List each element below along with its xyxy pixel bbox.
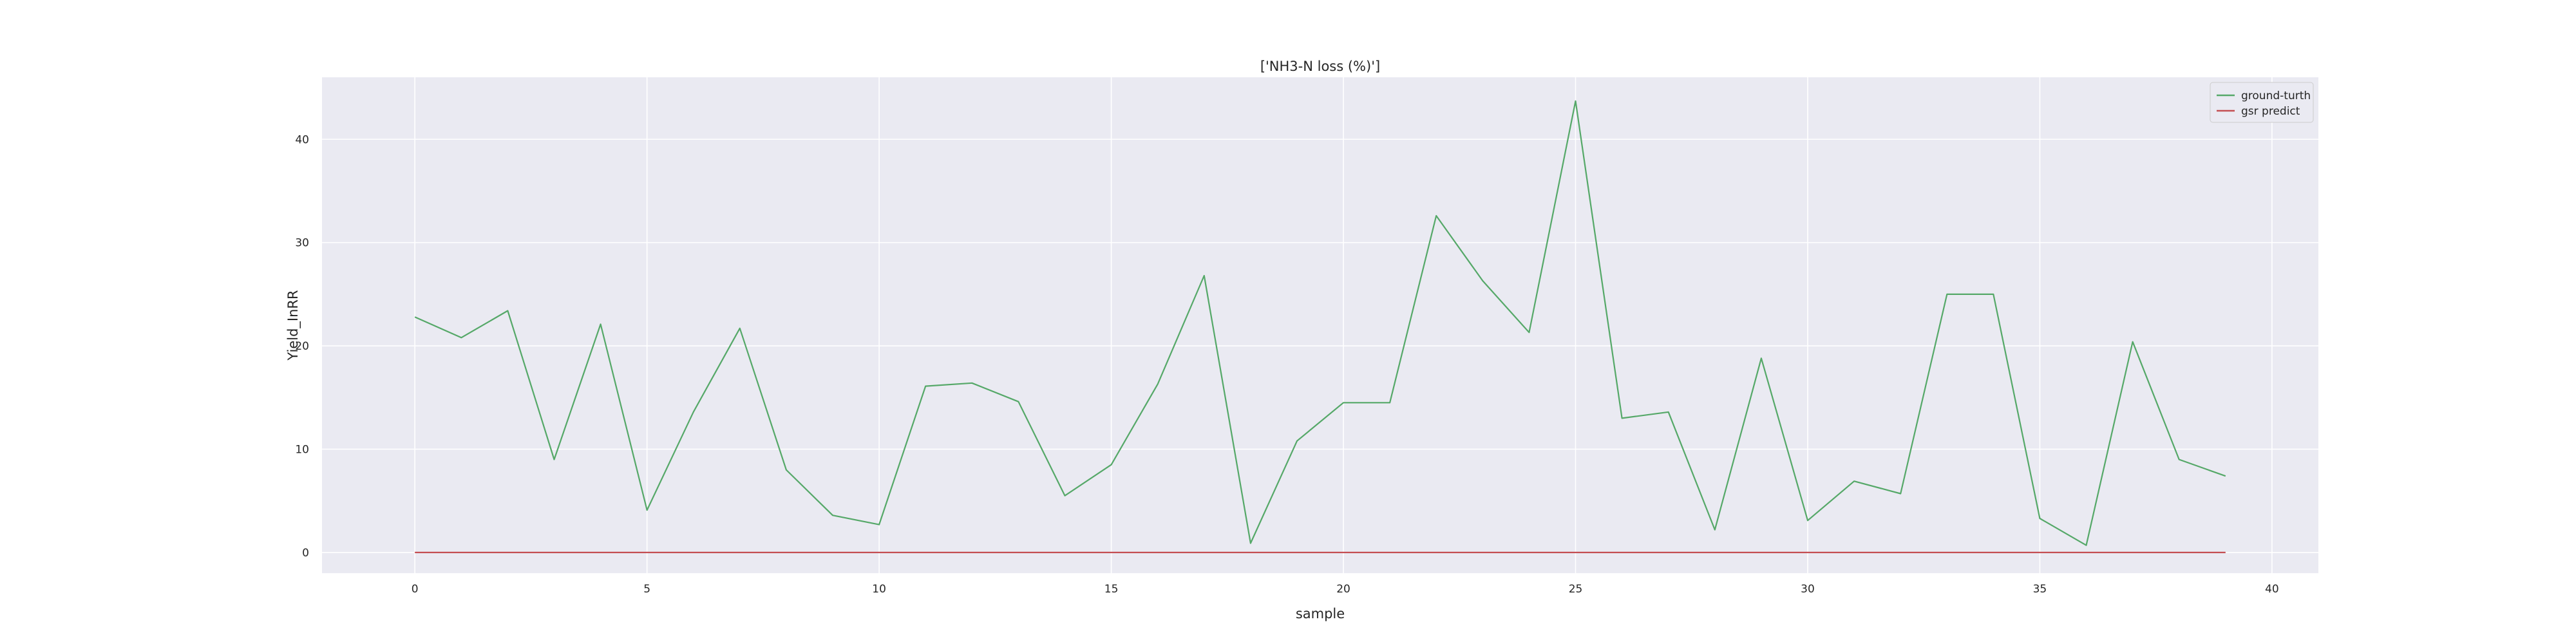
- legend-label: ground-turth: [2241, 90, 2311, 102]
- y-tick-label: 0: [302, 547, 309, 560]
- x-tick-label: 10: [872, 583, 886, 596]
- chart-title: ['NH3-N loss (%)']: [1260, 59, 1380, 74]
- legend-box: [2210, 82, 2314, 123]
- y-tick-label: 10: [295, 444, 309, 457]
- x-tick-label: 30: [1801, 583, 1815, 596]
- y-axis-label: Yield_InRR: [285, 290, 301, 361]
- x-tick-label: 25: [1569, 583, 1583, 596]
- x-tick-label: 5: [643, 583, 650, 596]
- x-axis-label: sample: [1296, 606, 1345, 621]
- x-axis-ticks: 0 5 10 15 20 25 30 35 40: [412, 583, 2279, 596]
- x-tick-label: 20: [1336, 583, 1350, 596]
- x-tick-label: 40: [2265, 583, 2279, 596]
- y-tick-label: 30: [295, 237, 309, 250]
- x-tick-label: 0: [412, 583, 419, 596]
- x-tick-label: 35: [2033, 583, 2047, 596]
- y-tick-label: 20: [295, 340, 309, 353]
- series-lines: [414, 100, 2226, 554]
- x-tick-label: 15: [1104, 583, 1119, 596]
- y-axis-ticks: 0 10 20 30 40: [295, 133, 309, 560]
- series-line-1: [414, 100, 2226, 546]
- plot-area: [322, 77, 2318, 573]
- legend-label: gsr predict: [2241, 105, 2300, 118]
- legend: ground-turth gsr predict: [2210, 82, 2314, 123]
- y-tick-label: 40: [295, 133, 309, 146]
